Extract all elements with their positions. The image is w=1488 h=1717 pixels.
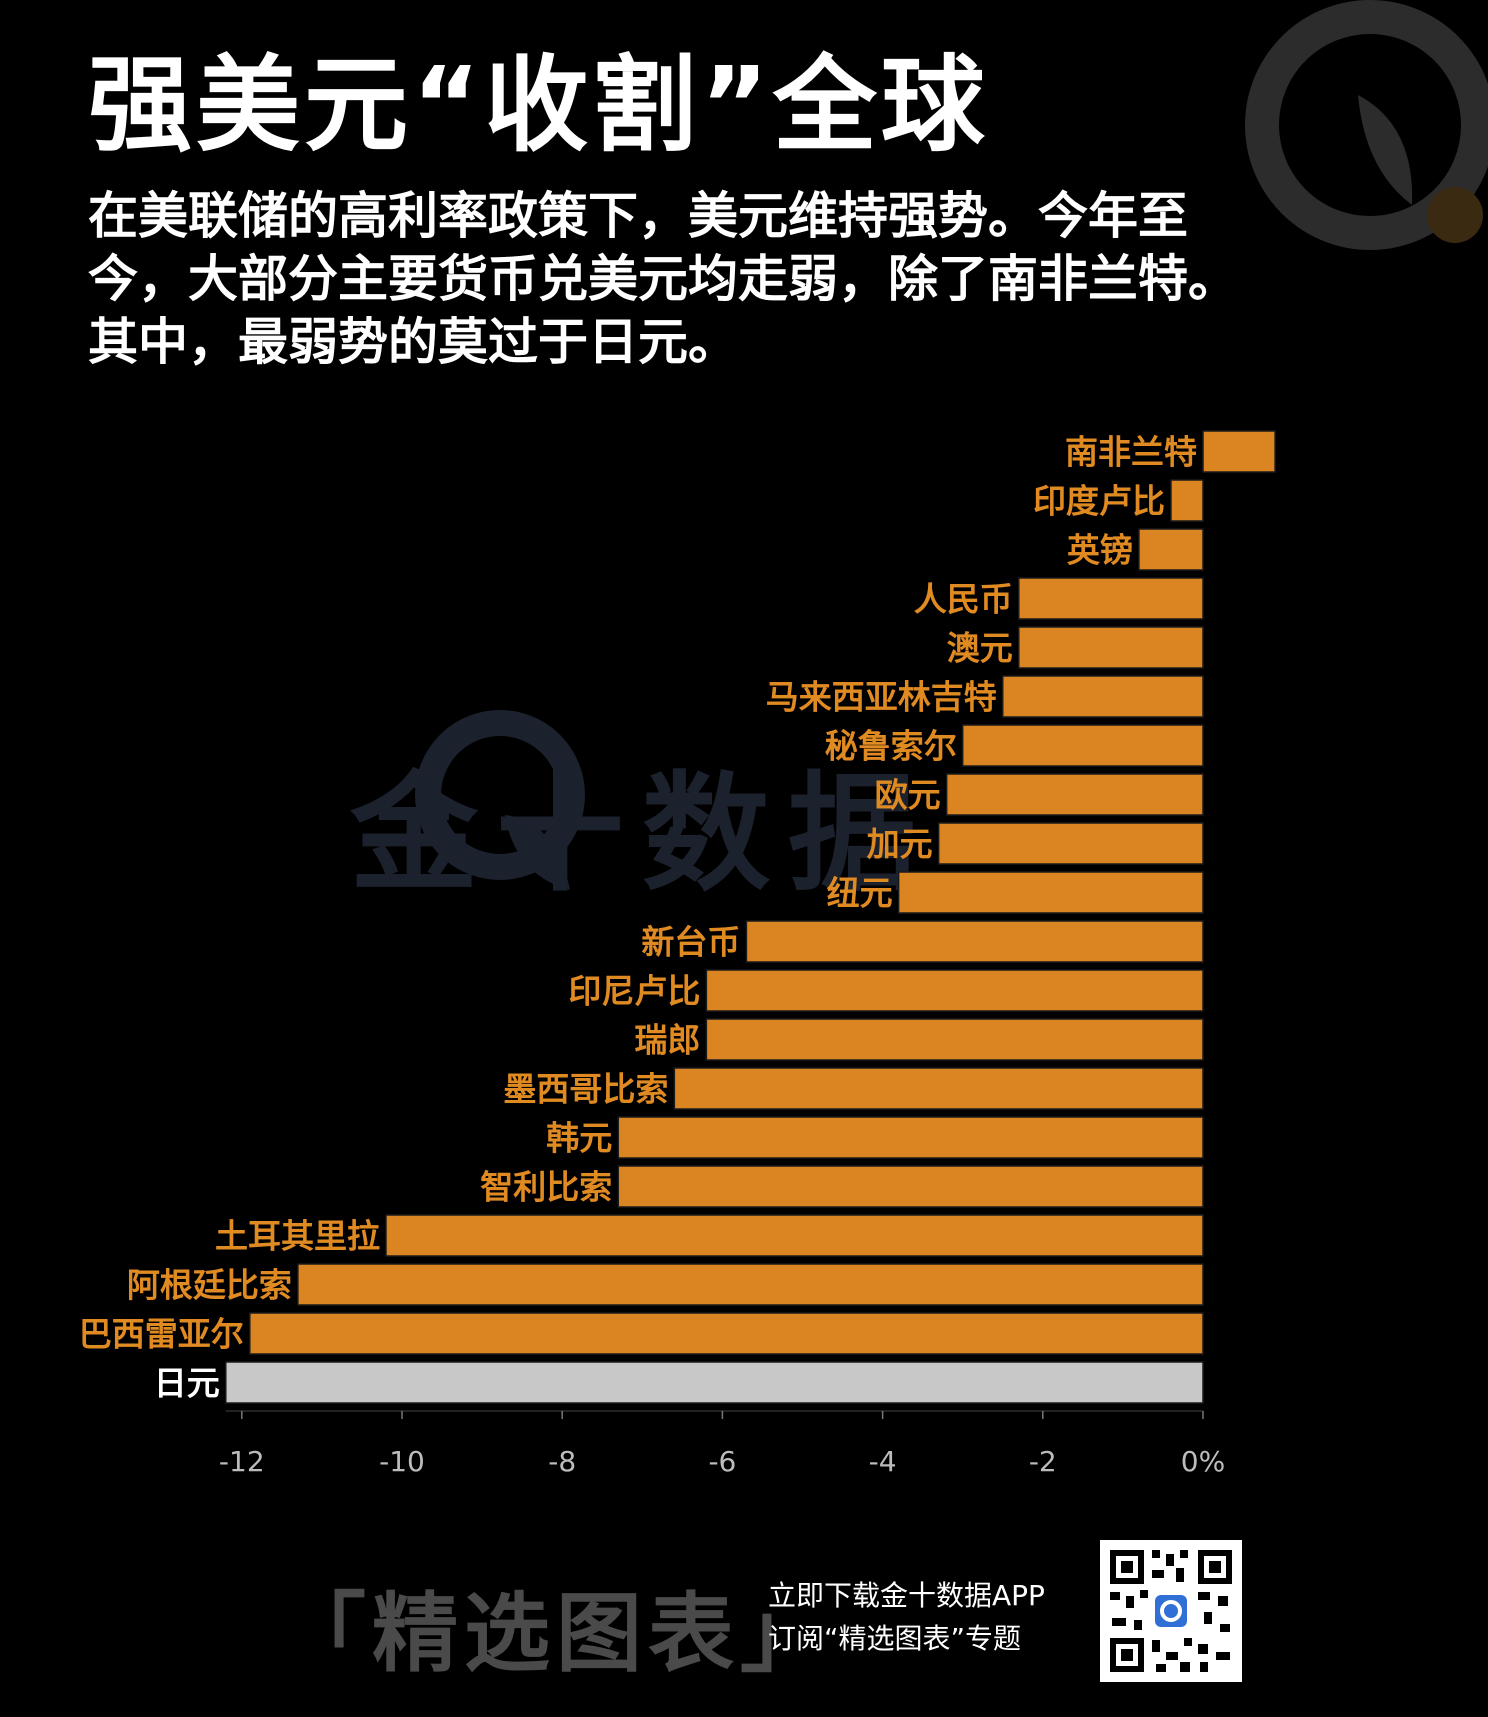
bar-label-日元: 日元	[154, 1364, 220, 1403]
bar-label-欧元: 欧元	[875, 776, 941, 815]
bar-label-马来西亚林吉特: 马来西亚林吉特	[766, 678, 997, 717]
bar-label-土耳其里拉: 土耳其里拉	[215, 1217, 380, 1256]
qr-code[interactable]	[1100, 1540, 1242, 1682]
x-tick-label: -12	[219, 1445, 265, 1478]
bar-印度卢比	[1170, 479, 1204, 522]
bar-label-英镑: 英镑	[1067, 531, 1133, 570]
bar-智利比索	[617, 1165, 1204, 1208]
bar-label-南非兰特: 南非兰特	[1065, 433, 1197, 472]
bar-英镑	[1138, 528, 1204, 571]
bar-label-巴西雷亚尔: 巴西雷亚尔	[79, 1315, 244, 1354]
bar-label-纽元: 纽元	[827, 874, 893, 913]
x-tick-label: -2	[1029, 1445, 1057, 1478]
bar-韩元	[617, 1116, 1204, 1159]
chart-subtitle: 在美联储的高利率政策下，美元维持强势。今年至今，大部分主要货币兑美元均走弱，除了…	[88, 187, 1238, 371]
bar-印尼卢比	[705, 969, 1204, 1012]
bar-巴西雷亚尔	[249, 1312, 1204, 1355]
x-tick-label: 0%	[1181, 1445, 1225, 1478]
bar-新台币	[745, 920, 1204, 963]
footer-download-text: 立即下载金十数据APP	[768, 1579, 1045, 1612]
footer-brand: 「精选图表」	[280, 1584, 832, 1684]
bar-label-新台币: 新台币	[641, 923, 740, 962]
bar-label-秘鲁索尔: 秘鲁索尔	[825, 727, 957, 766]
bar-秘鲁索尔	[961, 724, 1204, 767]
bar-日元	[225, 1361, 1204, 1404]
bar-label-墨西哥比索: 墨西哥比索	[503, 1070, 668, 1109]
x-tick-label: -10	[379, 1445, 425, 1478]
x-tick-label: -4	[869, 1445, 897, 1478]
bar-土耳其里拉	[385, 1214, 1204, 1257]
bar-chart: 南非兰特印度卢比英镑人民币澳元马来西亚林吉特秘鲁索尔欧元加元纽元新台币印尼卢比瑞…	[79, 430, 1276, 1478]
bar-label-韩元: 韩元	[546, 1119, 612, 1158]
bar-label-印度卢比: 印度卢比	[1033, 482, 1165, 521]
bar-人民币	[1018, 577, 1204, 620]
x-tick-label: -6	[708, 1445, 736, 1478]
watermark-text: 金十数据	[350, 760, 935, 909]
watermark-logo	[415, 710, 585, 890]
bar-南非兰特	[1202, 430, 1276, 473]
bar-label-印尼卢比: 印尼卢比	[568, 972, 700, 1011]
bar-label-加元: 加元	[867, 825, 933, 864]
bar-墨西哥比索	[673, 1067, 1204, 1110]
bar-label-阿根廷比索: 阿根廷比索	[127, 1266, 292, 1305]
bar-label-智利比索: 智利比索	[480, 1168, 612, 1207]
bar-澳元	[1018, 626, 1204, 669]
bar-马来西亚林吉特	[1002, 675, 1204, 718]
brand-logo	[1245, 0, 1488, 250]
footer-subscribe-text: 订阅“精选图表”专题	[768, 1622, 1022, 1655]
chart-title: 强美元“收割”全球	[88, 44, 989, 166]
bar-阿根廷比索	[297, 1263, 1204, 1306]
bar-label-人民币: 人民币	[914, 580, 1013, 619]
bar-加元	[937, 822, 1204, 865]
bar-欧元	[945, 773, 1204, 816]
bar-纽元	[897, 871, 1204, 914]
bar-label-澳元: 澳元	[947, 629, 1013, 668]
bar-label-瑞郎: 瑞郎	[634, 1021, 700, 1060]
x-tick-label: -8	[548, 1445, 576, 1478]
bar-瑞郎	[705, 1018, 1204, 1061]
